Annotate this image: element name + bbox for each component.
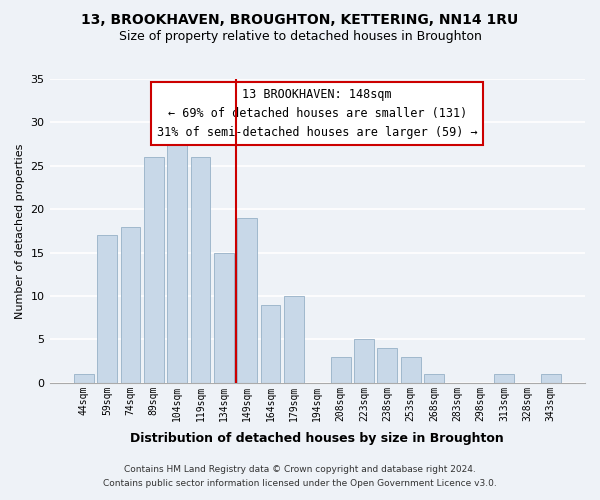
Text: 13, BROOKHAVEN, BROUGHTON, KETTERING, NN14 1RU: 13, BROOKHAVEN, BROUGHTON, KETTERING, NN… <box>82 12 518 26</box>
Bar <box>144 157 164 383</box>
Bar <box>191 157 211 383</box>
Bar <box>167 131 187 383</box>
Bar <box>260 304 280 383</box>
Bar <box>97 236 117 383</box>
Text: 13 BROOKHAVEN: 148sqm
← 69% of detached houses are smaller (131)
31% of semi-det: 13 BROOKHAVEN: 148sqm ← 69% of detached … <box>157 88 478 139</box>
Bar <box>331 357 350 383</box>
Bar <box>74 374 94 383</box>
Bar <box>541 374 560 383</box>
Bar <box>377 348 397 383</box>
Bar <box>238 218 257 383</box>
Bar <box>121 226 140 383</box>
Bar <box>424 374 444 383</box>
Bar <box>494 374 514 383</box>
X-axis label: Distribution of detached houses by size in Broughton: Distribution of detached houses by size … <box>130 432 504 445</box>
Bar <box>284 296 304 383</box>
Bar <box>214 252 234 383</box>
Y-axis label: Number of detached properties: Number of detached properties <box>15 143 25 318</box>
Bar <box>401 357 421 383</box>
Text: Size of property relative to detached houses in Broughton: Size of property relative to detached ho… <box>119 30 481 43</box>
Bar <box>354 340 374 383</box>
Text: Contains HM Land Registry data © Crown copyright and database right 2024.
Contai: Contains HM Land Registry data © Crown c… <box>103 466 497 487</box>
